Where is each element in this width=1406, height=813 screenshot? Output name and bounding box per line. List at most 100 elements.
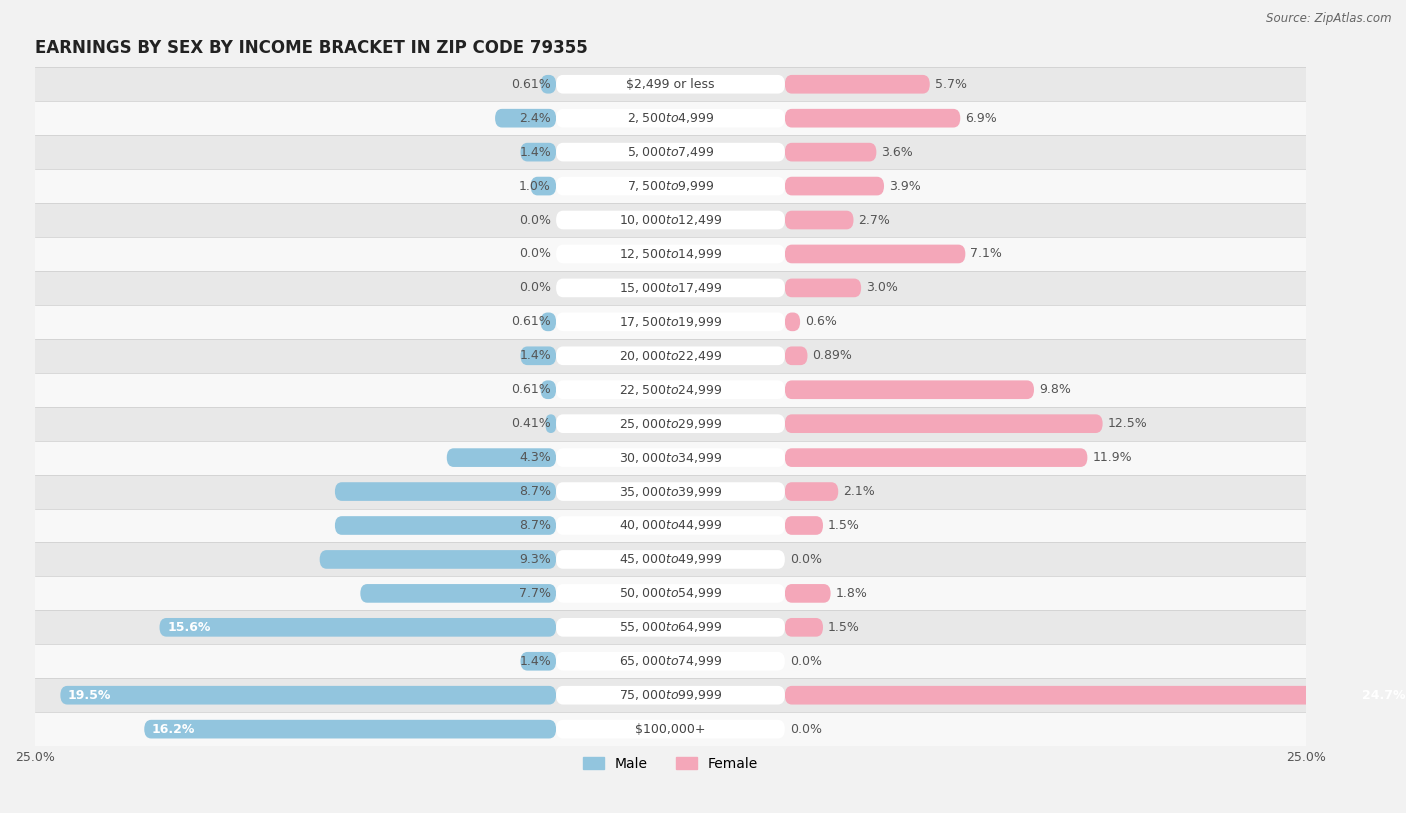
FancyBboxPatch shape: [557, 211, 785, 229]
Text: EARNINGS BY SEX BY INCOME BRACKET IN ZIP CODE 79355: EARNINGS BY SEX BY INCOME BRACKET IN ZIP…: [35, 39, 588, 58]
Text: 15.6%: 15.6%: [167, 621, 211, 634]
FancyBboxPatch shape: [785, 143, 876, 162]
Text: 0.89%: 0.89%: [813, 350, 852, 363]
FancyBboxPatch shape: [785, 346, 807, 365]
Bar: [35, 406, 1306, 441]
Bar: [35, 102, 1306, 135]
FancyBboxPatch shape: [785, 312, 800, 331]
Text: 6.9%: 6.9%: [966, 111, 997, 124]
Text: $12,500 to $14,999: $12,500 to $14,999: [619, 247, 723, 261]
FancyBboxPatch shape: [785, 516, 823, 535]
FancyBboxPatch shape: [557, 109, 785, 128]
Bar: [35, 712, 1306, 746]
FancyBboxPatch shape: [495, 109, 557, 128]
FancyBboxPatch shape: [557, 686, 785, 705]
FancyBboxPatch shape: [540, 380, 557, 399]
FancyBboxPatch shape: [785, 109, 960, 128]
Text: 9.8%: 9.8%: [1039, 383, 1071, 396]
Text: 8.7%: 8.7%: [519, 519, 551, 532]
FancyBboxPatch shape: [557, 448, 785, 467]
Text: 0.0%: 0.0%: [519, 214, 551, 227]
Text: $2,499 or less: $2,499 or less: [626, 78, 714, 91]
Text: 1.8%: 1.8%: [835, 587, 868, 600]
Bar: [35, 542, 1306, 576]
FancyBboxPatch shape: [785, 448, 1087, 467]
Text: 8.7%: 8.7%: [519, 485, 551, 498]
Text: 2.4%: 2.4%: [519, 111, 551, 124]
Bar: [35, 576, 1306, 611]
Text: 3.9%: 3.9%: [889, 180, 921, 193]
Text: $45,000 to $49,999: $45,000 to $49,999: [619, 553, 723, 567]
FancyBboxPatch shape: [145, 720, 557, 738]
Text: 0.0%: 0.0%: [790, 654, 823, 667]
FancyBboxPatch shape: [530, 176, 557, 195]
Text: 3.6%: 3.6%: [882, 146, 914, 159]
FancyBboxPatch shape: [557, 312, 785, 331]
FancyBboxPatch shape: [785, 176, 884, 195]
FancyBboxPatch shape: [335, 516, 557, 535]
Bar: [35, 678, 1306, 712]
FancyBboxPatch shape: [785, 686, 1406, 705]
Text: 12.5%: 12.5%: [1108, 417, 1147, 430]
FancyBboxPatch shape: [557, 652, 785, 671]
Text: $75,000 to $99,999: $75,000 to $99,999: [619, 689, 723, 702]
FancyBboxPatch shape: [557, 380, 785, 399]
Text: 7.1%: 7.1%: [970, 247, 1002, 260]
Text: 4.3%: 4.3%: [519, 451, 551, 464]
Bar: [35, 305, 1306, 339]
Bar: [35, 67, 1306, 102]
Text: 1.4%: 1.4%: [519, 654, 551, 667]
Text: 0.0%: 0.0%: [790, 723, 823, 736]
Bar: [35, 441, 1306, 475]
FancyBboxPatch shape: [557, 279, 785, 298]
FancyBboxPatch shape: [785, 618, 823, 637]
Text: $100,000+: $100,000+: [636, 723, 706, 736]
Text: 0.41%: 0.41%: [512, 417, 551, 430]
FancyBboxPatch shape: [557, 75, 785, 93]
Bar: [35, 644, 1306, 678]
Text: $2,500 to $4,999: $2,500 to $4,999: [627, 111, 714, 125]
FancyBboxPatch shape: [557, 176, 785, 195]
FancyBboxPatch shape: [60, 686, 557, 705]
FancyBboxPatch shape: [319, 550, 557, 569]
FancyBboxPatch shape: [557, 415, 785, 433]
Text: 24.7%: 24.7%: [1361, 689, 1405, 702]
Text: 16.2%: 16.2%: [152, 723, 195, 736]
Bar: [35, 237, 1306, 271]
Text: $35,000 to $39,999: $35,000 to $39,999: [619, 485, 723, 498]
FancyBboxPatch shape: [360, 584, 557, 602]
Text: 1.4%: 1.4%: [519, 350, 551, 363]
Text: Source: ZipAtlas.com: Source: ZipAtlas.com: [1267, 12, 1392, 25]
Text: 3.0%: 3.0%: [866, 281, 898, 294]
FancyBboxPatch shape: [557, 550, 785, 569]
FancyBboxPatch shape: [540, 75, 557, 93]
FancyBboxPatch shape: [557, 720, 785, 738]
Text: 1.4%: 1.4%: [519, 146, 551, 159]
FancyBboxPatch shape: [785, 75, 929, 93]
Text: $15,000 to $17,499: $15,000 to $17,499: [619, 281, 723, 295]
Text: $40,000 to $44,999: $40,000 to $44,999: [619, 519, 723, 533]
Text: 2.7%: 2.7%: [859, 214, 890, 227]
Bar: [35, 372, 1306, 406]
FancyBboxPatch shape: [557, 584, 785, 602]
FancyBboxPatch shape: [785, 380, 1033, 399]
Bar: [35, 135, 1306, 169]
Text: 19.5%: 19.5%: [67, 689, 111, 702]
FancyBboxPatch shape: [520, 652, 557, 671]
Bar: [35, 271, 1306, 305]
Text: $65,000 to $74,999: $65,000 to $74,999: [619, 654, 723, 668]
Bar: [35, 611, 1306, 644]
Text: $55,000 to $64,999: $55,000 to $64,999: [619, 620, 723, 634]
FancyBboxPatch shape: [557, 618, 785, 637]
Text: $22,500 to $24,999: $22,500 to $24,999: [619, 383, 723, 397]
FancyBboxPatch shape: [785, 584, 831, 602]
FancyBboxPatch shape: [520, 346, 557, 365]
FancyBboxPatch shape: [785, 279, 860, 298]
Text: $50,000 to $54,999: $50,000 to $54,999: [619, 586, 723, 600]
FancyBboxPatch shape: [785, 415, 1102, 433]
Text: 0.0%: 0.0%: [519, 281, 551, 294]
FancyBboxPatch shape: [557, 516, 785, 535]
Text: $17,500 to $19,999: $17,500 to $19,999: [619, 315, 723, 328]
Text: 0.0%: 0.0%: [790, 553, 823, 566]
Text: 11.9%: 11.9%: [1092, 451, 1132, 464]
